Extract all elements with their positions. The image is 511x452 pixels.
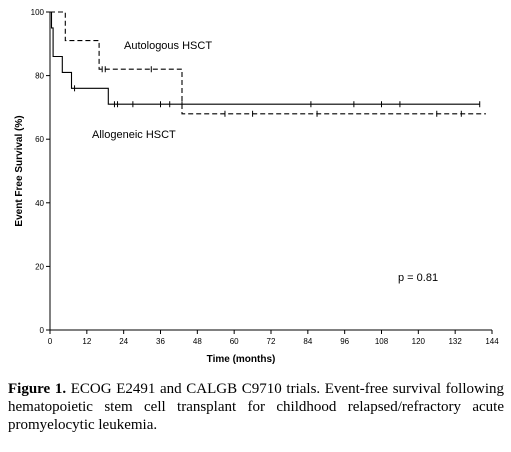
x-tick-label: 108 xyxy=(375,337,389,346)
series-line-autologous xyxy=(50,11,486,115)
series-label-allogeneic: Allogeneic HSCT xyxy=(92,129,176,141)
p-value-label: p = 0.81 xyxy=(398,272,438,284)
x-tick-label: 120 xyxy=(412,337,426,346)
y-tick-label: 20 xyxy=(35,262,44,271)
survival-chart: 0 20 40 60 80 100 0 12 24 36 48 60 72 84 96 108 120 132 14… xyxy=(14,8,499,365)
y-tick-label: 60 xyxy=(35,135,44,144)
x-tick-label: 24 xyxy=(119,337,128,346)
x-tick-label: 36 xyxy=(156,337,165,346)
y-tick-label: 0 xyxy=(40,326,45,335)
x-tick-label: 96 xyxy=(340,337,349,346)
series-label-autologous: Autologous HSCT xyxy=(124,40,212,52)
series-line-allogeneic xyxy=(50,11,480,105)
y-tick-label: 100 xyxy=(31,8,45,17)
x-tick-label: 132 xyxy=(448,337,462,346)
axes xyxy=(46,11,493,334)
y-axis-title: Event Free Survival (%) xyxy=(14,115,25,226)
x-tick-label: 0 xyxy=(48,337,53,346)
x-axis-title: Time (months) xyxy=(207,354,276,365)
x-tick-label: 144 xyxy=(485,337,499,346)
caption-label: Figure 1. xyxy=(8,381,67,397)
x-tick-label: 12 xyxy=(82,337,91,346)
x-tick-label: 48 xyxy=(193,337,202,346)
x-tick-label: 72 xyxy=(267,337,276,346)
x-tick-label: 84 xyxy=(303,337,312,346)
series-group xyxy=(50,11,486,117)
caption-text: ECOG E2491 and CALGB C9710 trials. Event… xyxy=(8,381,505,433)
chart-labels: 0 20 40 60 80 100 0 12 24 36 48 60 72 84 96 108 120 132 14… xyxy=(14,8,499,365)
x-tick-label: 60 xyxy=(230,337,239,346)
y-tick-label: 80 xyxy=(35,72,44,81)
figure-caption: Figure 1. ECOG E2491 and CALGB C9710 tri… xyxy=(8,380,504,434)
y-tick-label: 40 xyxy=(35,199,44,208)
